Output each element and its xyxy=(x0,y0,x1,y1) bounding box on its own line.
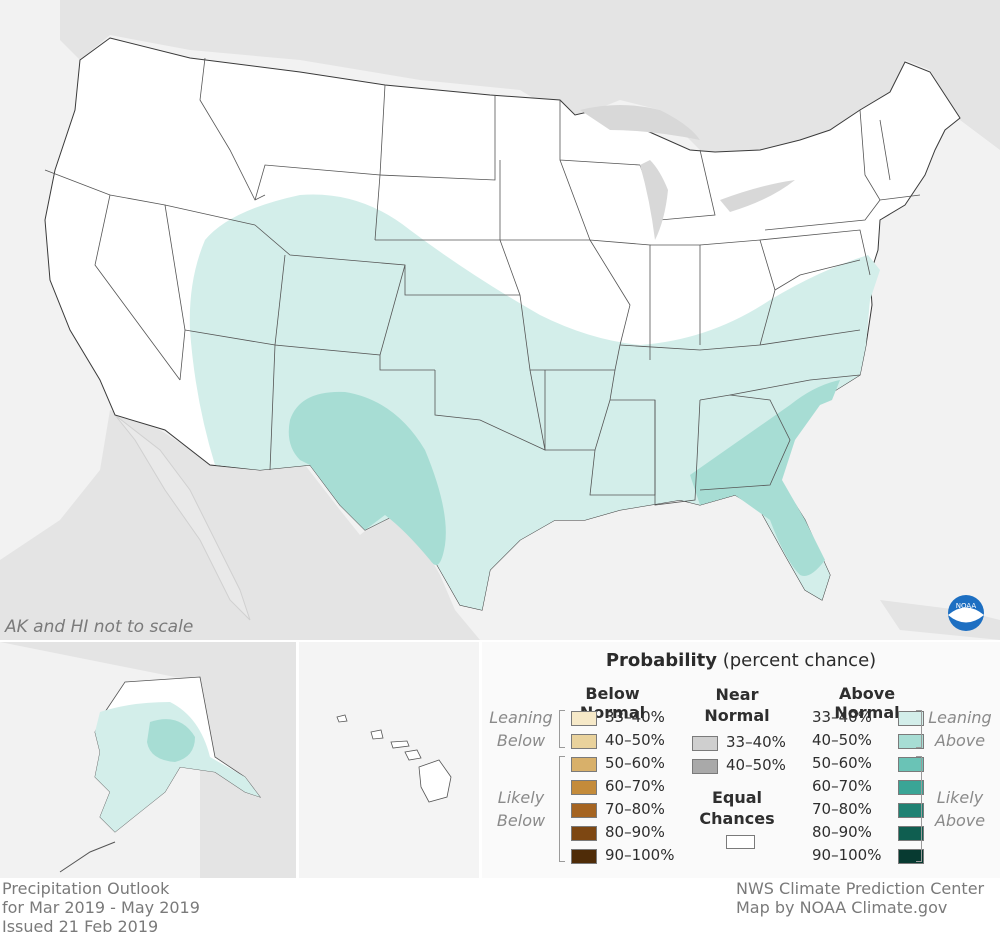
likely-above-label: Likely Above xyxy=(934,788,986,830)
issued-date: Issued 21 Feb 2019 xyxy=(2,917,159,936)
legend-swatch xyxy=(898,734,924,749)
leaning-above-label: Leaning Above xyxy=(928,708,992,750)
legend-swatch xyxy=(571,757,597,772)
alaska-panel xyxy=(0,642,296,878)
legend-row-label: 90–100% xyxy=(812,846,882,864)
legend-swatch xyxy=(692,759,718,774)
legend-row-label: 50–60% xyxy=(605,754,665,772)
legend-swatch xyxy=(571,711,597,726)
below-row: 50–60% xyxy=(571,754,701,774)
legend-swatch xyxy=(898,826,924,841)
hawaii-islands xyxy=(336,714,452,803)
legend-row-label: 60–70% xyxy=(812,777,872,795)
below-row: 40–50% xyxy=(571,731,701,751)
below-row: 60–70% xyxy=(571,777,701,797)
legend-swatch xyxy=(692,736,718,751)
legend-swatch xyxy=(571,826,597,841)
above-normal-header: Above Normal xyxy=(834,684,900,722)
above-row: 70–80% xyxy=(812,800,942,820)
below-row: 70–80% xyxy=(571,800,701,820)
credit-climate-gov: Map by NOAA Climate.gov xyxy=(736,898,948,917)
legend-row-label: 60–70% xyxy=(605,777,665,795)
near-row: 33–40% xyxy=(692,733,822,753)
below-row: 90–100% xyxy=(571,846,701,866)
legend-row-label: 70–80% xyxy=(605,800,665,818)
footer-left: Precipitation Outlook for Mar 2019 - May… xyxy=(2,879,200,936)
near-normal-header: Near Normal xyxy=(704,685,770,725)
legend-row-label: 33–40% xyxy=(605,708,665,726)
above-row: 90–100% xyxy=(812,846,942,866)
legend-swatch xyxy=(898,803,924,818)
legend-swatch xyxy=(571,803,597,818)
below-row: 80–90% xyxy=(571,823,701,843)
legend-swatch xyxy=(898,849,924,864)
equal-chances-label: Equal Chances xyxy=(699,788,775,828)
legend-swatch xyxy=(898,711,924,726)
above-row: 50–60% xyxy=(812,754,942,774)
legend-title: Probability (percent chance) xyxy=(605,650,877,671)
legend: Probability (percent chance) Below Norma… xyxy=(482,642,1000,878)
footer-right: NWS Climate Prediction Center Map by NOA… xyxy=(736,879,984,917)
legend-row-label: 90–100% xyxy=(605,846,675,864)
legend-row-label: 40–50% xyxy=(605,731,665,749)
legend-row-label: 33–40% xyxy=(812,708,872,726)
legend-row-label: 50–60% xyxy=(812,754,872,772)
credit-cpc: NWS Climate Prediction Center xyxy=(736,879,985,898)
legend-swatch xyxy=(898,780,924,795)
above-40-50-southeast xyxy=(690,380,840,576)
legend-row-label: 80–90% xyxy=(605,823,665,841)
lake-michigan xyxy=(640,160,668,240)
likely-below-label: Likely Below xyxy=(496,788,546,830)
alaska-leaning-above xyxy=(95,702,260,832)
legend-row-label: 40–50% xyxy=(726,756,786,774)
legend-swatch xyxy=(571,734,597,749)
above-row: 33–40% xyxy=(812,708,942,728)
equal-chances-swatch xyxy=(726,835,755,849)
svg-text:NOAA: NOAA xyxy=(956,602,977,610)
legend-swatch xyxy=(571,849,597,864)
state-borders xyxy=(44,57,921,506)
noaa-logo: NOAA xyxy=(948,595,984,631)
legend-swatch xyxy=(571,780,597,795)
near-row: 40–50% xyxy=(692,756,822,776)
hawaii-panel xyxy=(299,642,479,878)
above-row: 80–90% xyxy=(812,823,942,843)
map-note: AK and HI not to scale xyxy=(4,617,193,637)
below-row: 33–40% xyxy=(571,708,701,728)
legend-row-label: 80–90% xyxy=(812,823,872,841)
legend-row-label: 33–40% xyxy=(726,733,786,751)
lake-superior xyxy=(580,105,700,140)
outlook-period: for Mar 2019 - May 2019 xyxy=(2,898,200,917)
above-row: 60–70% xyxy=(812,777,942,797)
leaning-below-label: Leaning Below xyxy=(489,708,553,750)
legend-swatch xyxy=(898,757,924,772)
canada-land xyxy=(60,0,1000,160)
outlook-title: Precipitation Outlook xyxy=(2,879,170,898)
conus-map: AK and HI not to scale NOAA xyxy=(0,0,1000,640)
legend-row-label: 70–80% xyxy=(812,800,872,818)
mexico-land xyxy=(0,410,480,640)
alaska-above-40-50 xyxy=(147,719,195,762)
legend-row-label: 40–50% xyxy=(812,731,872,749)
above-40-50-southwest xyxy=(288,391,446,565)
above-row: 40–50% xyxy=(812,731,942,751)
lake-erie xyxy=(720,180,795,212)
